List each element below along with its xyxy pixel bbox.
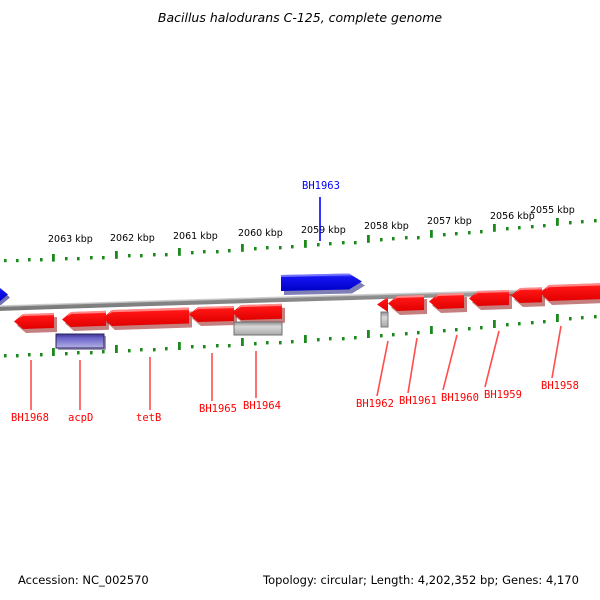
gene-label-BH1968[interactable]: BH1968 [11,412,49,424]
leader-line-BH1958 [551,325,562,379]
feature-BH1958[interactable] [540,283,600,305]
feature-box-border [55,333,105,349]
reverse-strand-labels[interactable]: BH1968 acpD tetB BH1965 BH1964 BH1962 [11,325,579,424]
feature-box-border [380,311,389,328]
feature-arrow-left [540,283,600,301]
lower-ruler-ticks [4,314,597,358]
gene-label-BH1958[interactable]: BH1958 [541,380,579,392]
ruler-tick-label: 2059 kbp [301,225,346,236]
feature-BH1964[interactable] [232,303,285,324]
feature-bevel-highlight [434,293,464,299]
feature-BH1965[interactable] [189,306,237,326]
feature-label-acpD[interactable]: acpD [68,360,93,424]
ruler-tick-label: 2055 kbp [530,205,575,216]
feature-arrow-left [62,310,106,327]
feature-box [234,322,282,335]
feature-tetB[interactable] [103,307,192,331]
feature-BH1959[interactable] [511,287,545,307]
gene-label-BH1963[interactable]: BH1963 [302,180,340,192]
backbone-highlight [0,287,600,307]
feature-BH1967[interactable] [62,310,109,331]
feature-arrow-left [388,295,424,311]
feature-BH1968[interactable] [14,313,57,333]
feature-bevel-highlight [108,307,189,315]
leader-line-BH1961 [407,337,418,394]
feature-arrow-left [14,313,54,329]
feature-arrow-left [103,307,189,326]
ruler-tick-label: 2058 kbp [364,221,409,232]
feature-box [56,334,104,348]
gene-label-BH1961[interactable]: BH1961 [399,395,437,407]
reverse-strand-features[interactable] [14,283,600,350]
feature-arrow-left [511,287,542,303]
feature-arrow-left-head [377,297,388,312]
ruler-tick-label: 2063 kbp [48,234,93,245]
gene-label-BH1962[interactable]: BH1962 [356,398,394,410]
feature-BH1960[interactable] [469,290,512,310]
feature-arrow-left [469,290,509,306]
feature-bevel-highlight [237,303,282,310]
gene-label-tetB[interactable]: tetB [136,412,161,424]
feature-label-BH1960[interactable]: BH1960 [441,334,479,404]
feature-bevel-highlight [474,290,509,296]
page-title: Bacillus halodurans C-125, complete geno… [157,10,443,25]
genome-summary-text: Topology: circular; Length: 4,202,352 bp… [263,573,579,587]
feature-bevel-highlight [545,283,600,290]
ruler-tick-label: 2056 kbp [490,211,535,222]
feature-label-BH1964[interactable]: BH1964 [243,351,281,412]
gene-label-BH1964[interactable]: BH1964 [243,400,281,412]
feature-label-BH1965[interactable]: BH1965 [199,353,237,415]
feature-BH1962[interactable] [388,295,427,315]
gene-label-acpD[interactable]: acpD [68,412,93,424]
feature-arrow-left [232,303,282,320]
gene-label-BH1959[interactable]: BH1959 [484,389,522,401]
feature-label-tetB[interactable]: tetB [136,357,161,424]
leader-line-BH1960 [442,334,458,391]
leader-line-BH1962 [376,340,389,397]
feature-label-BH1958[interactable]: BH1958 [541,325,579,392]
feature-label-BH1963[interactable]: BH1963 [302,180,340,241]
feature-label-BH1961[interactable]: BH1961 [399,337,437,407]
feature-bevel-highlight [194,306,234,312]
feature-bevel-highlight [393,295,424,301]
feature-bevel-highlight [516,287,542,293]
feature-arrow-left [429,293,464,309]
ruler-tick-label: 2062 kbp [110,233,155,244]
feature-label-BH1968[interactable]: BH1968 [11,360,49,424]
feature-BH1964-cds-box[interactable] [233,321,283,336]
accession-text: Accession: NC_002570 [18,573,149,587]
feature-box-border [233,321,283,336]
feature-label-BH1962[interactable]: BH1962 [356,340,394,410]
feature-BH1962-cds-box[interactable] [380,311,389,328]
feature-acpD[interactable] [55,333,106,350]
feature-arrow-left [189,306,234,322]
feature-BH1961[interactable] [429,293,467,313]
gene-label-BH1965[interactable]: BH1965 [199,403,237,415]
feature-box [381,312,388,327]
ruler-tick-label: 2061 kbp [173,231,218,242]
feature-bevel-highlight [67,310,106,317]
feature-label-BH1959[interactable]: BH1959 [484,330,522,401]
ruler-tick-label: 2057 kbp [427,216,472,227]
feature-arrow-right [281,273,362,291]
ruler-tick-label: 2060 kbp [238,228,283,239]
feature-arrow-right [0,287,8,302]
feature-bevel-highlight [19,313,54,319]
ruler-labels: 2063 kbp 2062 kbp 2061 kbp 2060 kbp 2059… [48,205,575,245]
leader-line-BH1959 [484,330,500,388]
feature-BH1963[interactable] [281,273,365,296]
forward-strand-features[interactable] [0,273,365,306]
feature-bevel-highlight [281,273,352,277]
feature-BH1962-arrowhead[interactable] [377,297,388,312]
upper-ruler-ticks [4,218,597,263]
feature-clipped-left-feature[interactable] [0,287,10,305]
gene-label-BH1960[interactable]: BH1960 [441,392,479,404]
